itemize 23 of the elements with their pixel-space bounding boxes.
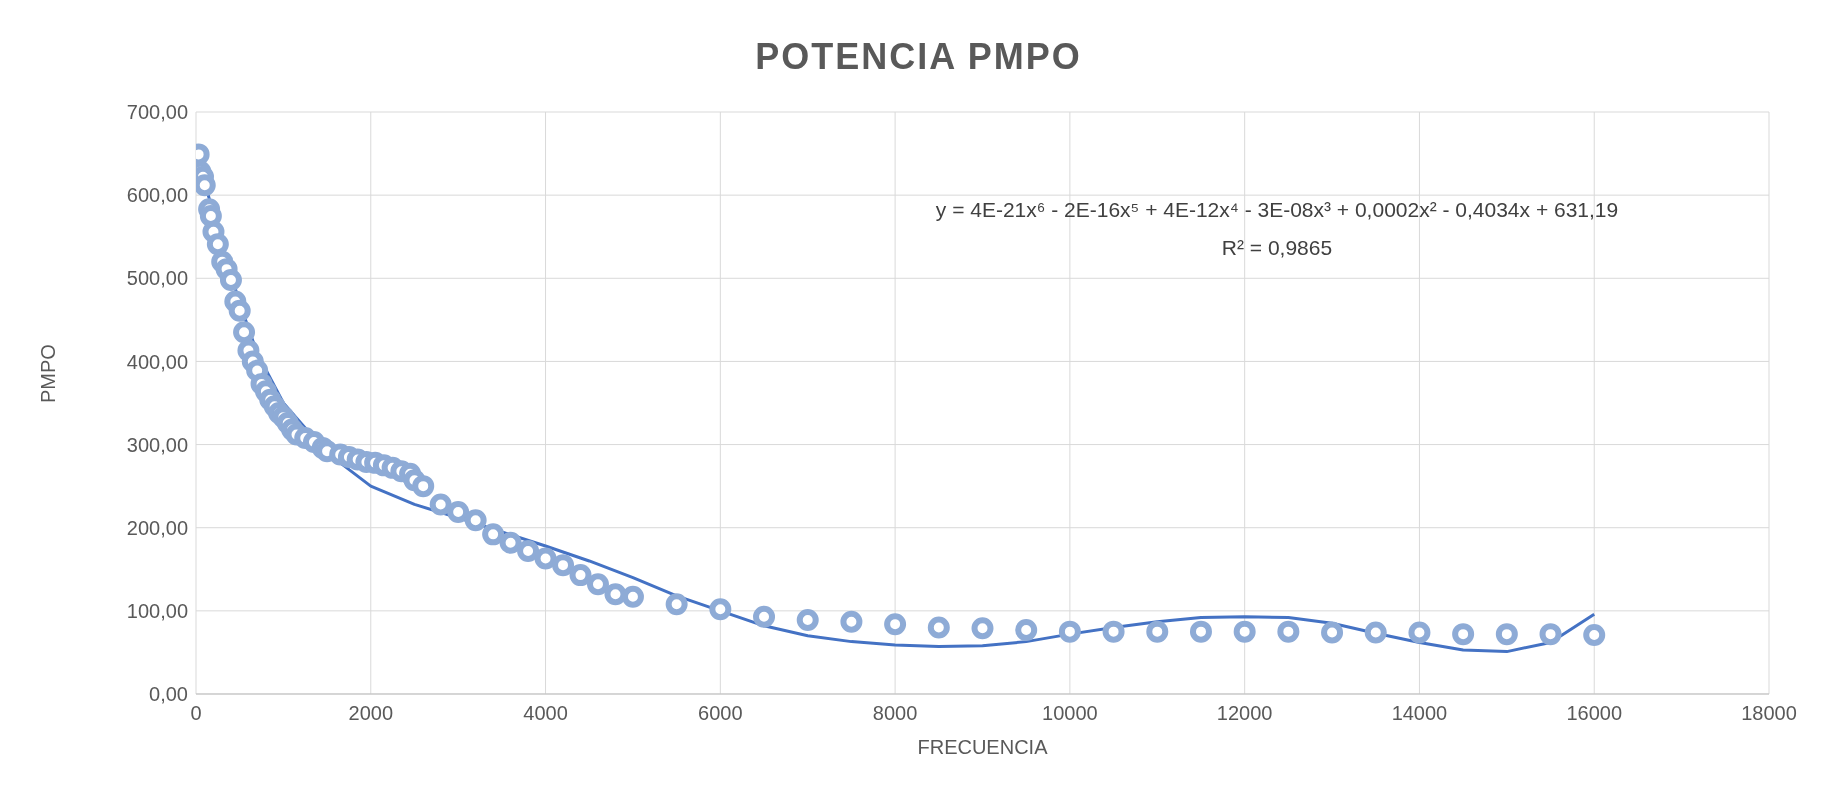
- x-tick-label: 6000: [698, 702, 743, 724]
- x-tick-label: 18000: [1741, 702, 1797, 724]
- x-tick-label: 12000: [1216, 702, 1273, 724]
- annotation: y = 4E-21x⁶ - 2E-16x⁵ + 4E-12x⁴ - 3E-08x³ + 0,0002x² - 0,4034x + 631,19: [935, 198, 1619, 222]
- x-tick-label: 16000: [1566, 702, 1623, 724]
- chart-title: POTENCIA PMPO: [754, 36, 1083, 78]
- annotation: R² = 0,9865: [1220, 236, 1334, 260]
- x-tick-label: 8000: [872, 702, 918, 724]
- y-axis-title: PMPO: [37, 344, 60, 403]
- y-tick-label: 0,00: [149, 683, 188, 706]
- y-tick-label: 100,00: [126, 599, 188, 622]
- x-axis-title: FRECUENCIA: [917, 736, 1049, 758]
- x-tick-label: 2000: [348, 702, 394, 724]
- x-tick-label: 10000: [1042, 702, 1098, 724]
- x-tick-label: 14000: [1391, 702, 1448, 724]
- y-tick-label: 700,00: [126, 101, 188, 124]
- x-tick-label: 0: [190, 702, 202, 724]
- y-tick-label: 300,00: [126, 433, 188, 456]
- x-tick-label: 4000: [523, 702, 568, 724]
- y-tick-label: 400,00: [126, 350, 188, 373]
- y-tick-label: 200,00: [126, 516, 188, 539]
- y-tick-label: 600,00: [126, 184, 188, 207]
- y-tick-label: 500,00: [126, 267, 188, 290]
